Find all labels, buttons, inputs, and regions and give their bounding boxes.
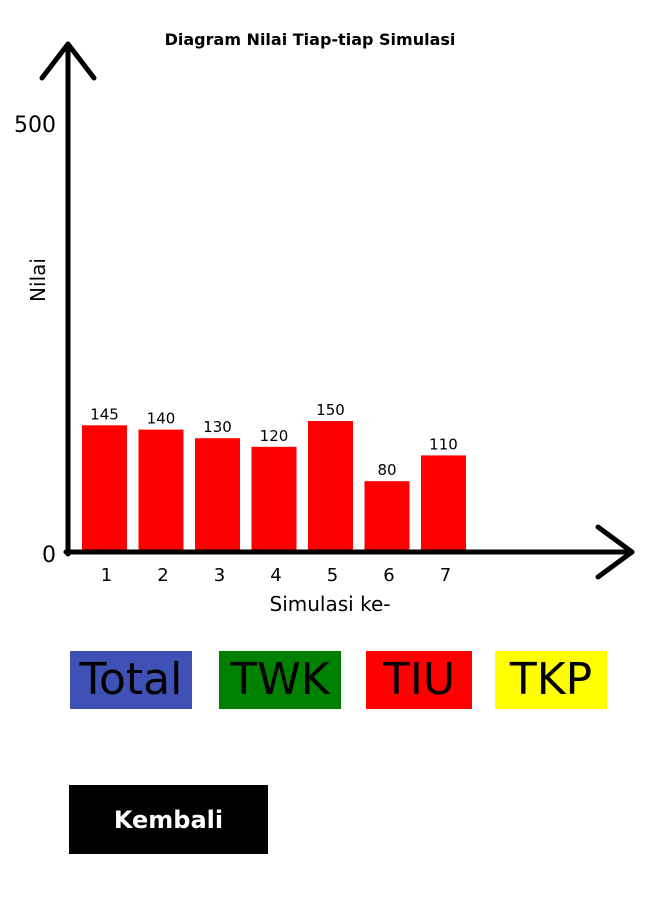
bar-value-label: 130 — [203, 418, 232, 436]
bar-3 — [195, 438, 240, 550]
bar-value-label: 110 — [429, 435, 458, 453]
bar-6 — [364, 481, 410, 550]
bar-7 — [421, 455, 466, 550]
x-tick-label: 6 — [383, 565, 394, 586]
bar-value-label: 140 — [147, 410, 176, 428]
x-tick-label: 1 — [101, 565, 112, 586]
tab-total[interactable]: Total — [70, 651, 192, 709]
bar-4 — [251, 446, 297, 550]
chart-title: Diagram Nilai Tiap-tiap Simulasi — [165, 30, 456, 49]
y-tick-max: 500 — [14, 113, 56, 138]
x-tick-label: 2 — [157, 565, 168, 586]
x-axis-line — [63, 524, 635, 580]
x-axis-label: Simulasi ke- — [270, 592, 391, 616]
tab-twk[interactable]: TWK — [219, 651, 341, 709]
score-bar-chart: Diagram Nilai Tiap-tiap Simulasi Nilai 5… — [14, 30, 635, 616]
bar-value-label: 80 — [377, 461, 396, 479]
bar-5 — [308, 421, 353, 550]
tab-tiu[interactable]: TIU — [366, 651, 472, 709]
back-button[interactable]: Kembali — [69, 785, 268, 854]
x-tick-label: 5 — [327, 565, 338, 586]
bars-group: 145 1 140 2 130 3 120 4 150 5 80 6 110 7 — [82, 401, 466, 586]
bar-value-label: 120 — [260, 427, 289, 445]
y-axis-label: Nilai — [26, 258, 50, 302]
bar-value-label: 150 — [316, 401, 345, 419]
tab-tkp[interactable]: TKP — [495, 651, 607, 709]
bar-2 — [138, 429, 184, 550]
bar-1 — [82, 425, 127, 550]
bar-value-label: 145 — [90, 405, 119, 423]
y-tick-zero: 0 — [42, 543, 56, 568]
x-tick-label: 7 — [440, 565, 451, 586]
y-axis-line — [39, 41, 97, 557]
x-tick-label: 4 — [270, 565, 281, 586]
x-tick-label: 3 — [214, 565, 225, 586]
